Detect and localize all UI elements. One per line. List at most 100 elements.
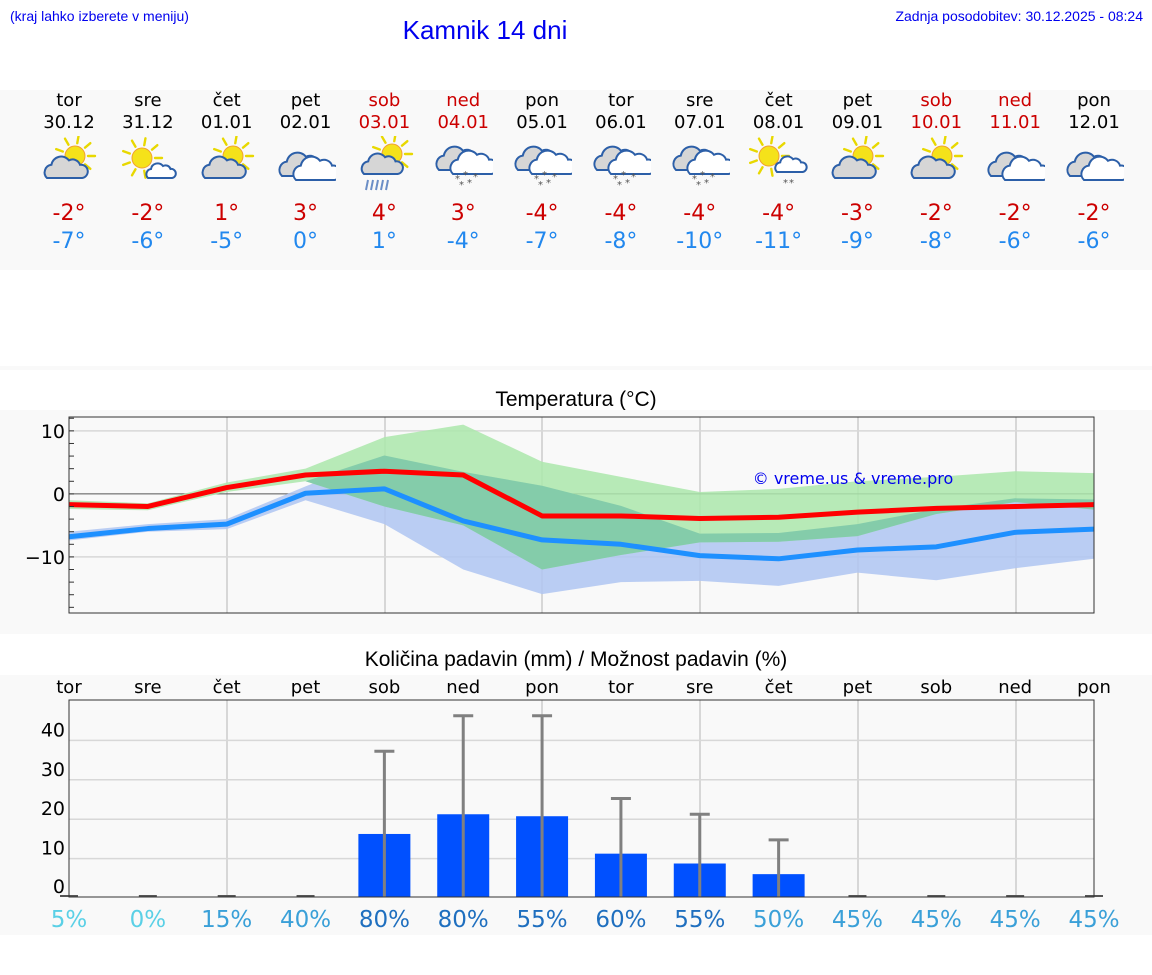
svg-text:*: *	[621, 170, 626, 181]
cloudy-snow-icon: * ****	[672, 145, 736, 191]
min-temp: -4°	[446, 229, 480, 254]
day-name: pet	[842, 90, 873, 111]
svg-text:*: *	[692, 174, 697, 185]
cloudy-snow-icon: * ****	[514, 145, 578, 191]
min-temp: -5°	[210, 229, 244, 254]
y-tick-label: 0	[53, 484, 65, 506]
y-tick-label: 30	[41, 759, 65, 781]
min-temp: -10°	[676, 229, 724, 254]
svg-text:*: *	[538, 180, 543, 191]
probability-label: 0%	[130, 907, 167, 933]
svg-text:*: *	[463, 170, 468, 181]
precipitation-plot-area	[69, 700, 1094, 897]
day-label: pet	[291, 677, 321, 698]
overlap-band	[69, 455, 1094, 570]
svg-text:*: *	[631, 172, 636, 183]
day-label: čet	[765, 677, 793, 698]
day-date: 11.01	[989, 112, 1041, 133]
day-date: 12.01	[1068, 112, 1120, 133]
day-label: sre	[134, 677, 161, 698]
cloudy-icon	[987, 151, 1051, 181]
min-temp: -6°	[131, 229, 165, 254]
max-temp: -4°	[683, 201, 717, 226]
forecast-day: pon 12.01 -2° -6°	[1054, 90, 1134, 256]
day-label: sob	[368, 677, 400, 698]
min-temp: -6°	[998, 229, 1032, 254]
min-temp: 0°	[293, 229, 319, 254]
svg-text:*: *	[546, 178, 551, 189]
min-temp: 1°	[371, 229, 397, 254]
probability-label: 45%	[911, 907, 962, 933]
cloud	[361, 152, 405, 175]
probability-label: 55%	[674, 907, 725, 933]
day-name: sre	[134, 90, 162, 111]
partly-cloudy-sun-icon	[201, 135, 254, 179]
day-date: 09.01	[831, 112, 884, 133]
day-label: sob	[920, 677, 952, 698]
day-name: tor	[608, 90, 634, 111]
max-temp: 3°	[450, 201, 476, 226]
max-temp: -4°	[604, 201, 638, 226]
mostly-sunny-small-cloud-icon	[121, 137, 177, 179]
day-date: 08.01	[752, 112, 805, 133]
day-name: ned	[998, 90, 1033, 111]
forecast-day: pet 09.01 -3° -9°	[817, 90, 897, 256]
min-temp: -8°	[919, 229, 953, 254]
day-date: 05.01	[516, 112, 568, 133]
probability-label: 5%	[51, 907, 88, 933]
min-temp: -6°	[1077, 229, 1111, 254]
y-tick-label: 10	[41, 421, 65, 443]
min-temp: -7°	[52, 229, 86, 254]
probability-label: 15%	[201, 907, 252, 933]
day-label: čet	[213, 677, 241, 698]
day-date: 06.01	[595, 112, 647, 133]
partly-cloudy-sun-icon	[910, 135, 964, 179]
y-tick-label: 20	[41, 798, 65, 820]
max-temp: -4°	[762, 201, 796, 226]
forecast-day: sre 07.01 * * * * * -4° -10°	[660, 90, 740, 256]
forecast-day: pet 02.01 3° 0°	[266, 90, 346, 256]
max-temp: 3°	[293, 201, 319, 226]
forecast-day: pon 05.01 * * * * * -4° -7°	[502, 90, 582, 256]
probability-label: 80%	[359, 907, 410, 933]
max-temp: -2°	[919, 201, 953, 226]
probability-label: 60%	[595, 907, 646, 933]
partly-cloudy-sun-icon	[832, 135, 885, 179]
cloud	[832, 155, 878, 179]
cloud	[201, 155, 247, 179]
day-name: sob	[920, 90, 953, 111]
max-temp: 4°	[371, 201, 397, 226]
svg-text:*: *	[467, 178, 472, 189]
min-temp-line	[68, 486, 1095, 562]
day-date: 04.01	[437, 112, 489, 133]
max-temp-line	[68, 468, 1095, 521]
day-date: 31.12	[122, 112, 174, 133]
day-date: 03.01	[358, 112, 411, 133]
cloud	[145, 162, 177, 179]
day-name: tor	[56, 90, 82, 111]
svg-text:*: *	[625, 178, 630, 189]
y-tick-label: 10	[41, 838, 65, 860]
day-name: ned	[446, 90, 481, 111]
probability-label: 55%	[517, 907, 568, 933]
day-label: ned	[446, 677, 480, 698]
forecast-day: tor 06.01 * * * * * -4° -8°	[581, 90, 661, 256]
day-name: sob	[368, 90, 401, 111]
probability-label: 45%	[832, 907, 883, 933]
min-temp: -8°	[604, 229, 638, 254]
precipitation-plot-frame	[68, 699, 1095, 898]
probability-label: 45%	[990, 907, 1041, 933]
max-temp: -2°	[998, 201, 1032, 226]
forecast-day: sob 03.01 4° 1°	[344, 90, 424, 256]
day-label: sre	[686, 677, 713, 698]
forecast-day: čet 08.01 * * -4° -11°	[739, 90, 819, 256]
max-temp: -2°	[52, 201, 86, 226]
max-temp: -2°	[1077, 201, 1111, 226]
svg-text:*: *	[552, 172, 557, 183]
precipitation-chart-title: Količina padavin (mm) / Možnost padavin …	[364, 648, 788, 671]
forecast-day: tor 30.12 -2° -7°	[29, 90, 109, 256]
day-label: pon	[525, 677, 559, 698]
forecast-day: ned 11.01 -2° -6°	[975, 90, 1055, 256]
last-updated: Zadnja posodobitev: 30.12.2025 - 08:24	[895, 8, 1143, 24]
svg-text:*: *	[704, 178, 709, 189]
